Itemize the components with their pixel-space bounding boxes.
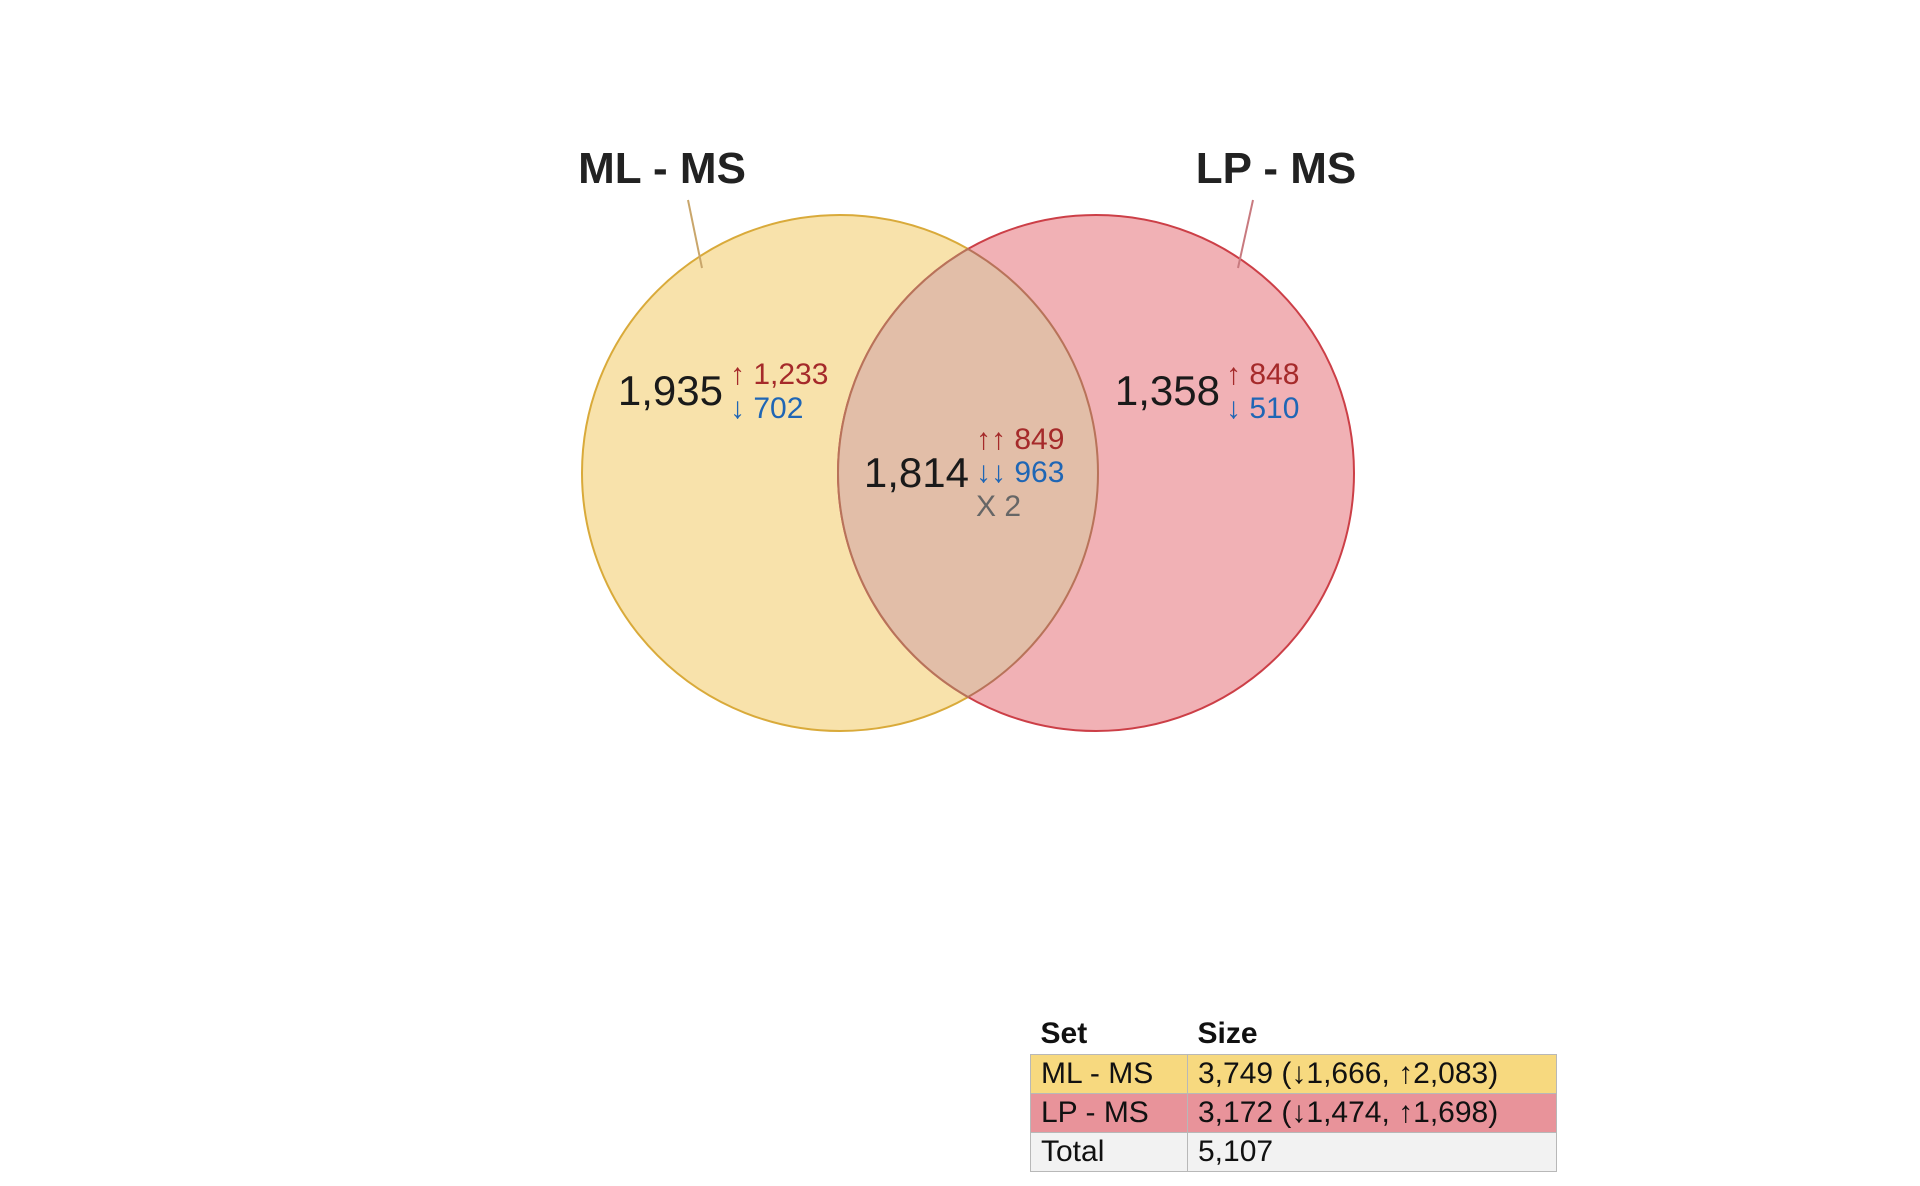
leader-line-ml-ms	[687, 199, 703, 269]
intersection-mixed-count: X 2	[976, 490, 1021, 523]
header-set: Set	[1040, 1017, 1088, 1050]
row-set-lp-ms: LP - MS	[1030, 1093, 1188, 1133]
row-set-ml-ms: ML - MS	[1030, 1054, 1188, 1094]
table-row: LP - MS 3,172 (↓1,474, ↑1,698)	[1030, 1093, 1557, 1133]
leader-line-lp-ms	[1237, 199, 1254, 269]
intersection-up-count: ↑↑ 849	[976, 423, 1064, 456]
row-set-total: Total	[1030, 1132, 1188, 1172]
table-header-row: Set Size	[1031, 1012, 1557, 1055]
intersection-region	[837, 247, 1099, 699]
table-row: ML - MS 3,749 (↓1,666, ↑2,083)	[1030, 1054, 1557, 1094]
intersection-down-count: ↓↓ 963	[976, 456, 1064, 489]
row-size-ml-ms: 3,749 (↓1,666, ↑2,083)	[1187, 1054, 1557, 1094]
table-row: Total 5,107	[1030, 1132, 1557, 1172]
set-title-ml-ms: ML - MS	[578, 144, 746, 193]
set-title-lp-ms: LP - MS	[1196, 144, 1357, 193]
header-size: Size	[1197, 1017, 1258, 1050]
left-only-up-count: ↑ 1,233	[730, 358, 828, 391]
right-only-down-count: ↓ 510	[1226, 392, 1299, 425]
intersection-total: 1,814	[864, 449, 969, 496]
left-only-down-count: ↓ 702	[730, 392, 803, 425]
row-size-lp-ms: 3,172 (↓1,474, ↑1,698)	[1187, 1093, 1557, 1133]
set-size-table: Set Size ML - MS 3,749 (↓1,666, ↑2,083) …	[1030, 1012, 1557, 1172]
right-only-total: 1,358	[1115, 367, 1220, 414]
left-only-total: 1,935	[618, 367, 723, 414]
right-only-up-count: ↑ 848	[1226, 358, 1299, 391]
row-size-total: 5,107	[1187, 1132, 1557, 1172]
